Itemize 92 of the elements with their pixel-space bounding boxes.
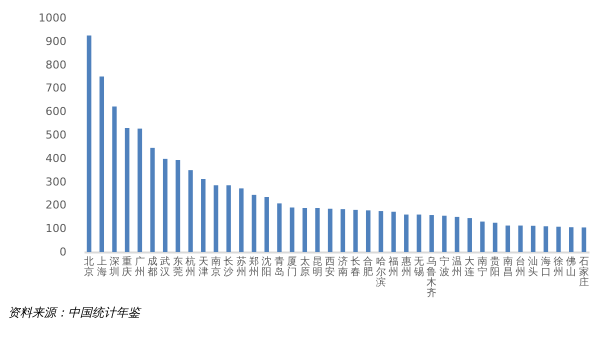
x-tick-label: 深圳 xyxy=(108,256,120,278)
x-tick-label: 台州 xyxy=(515,256,526,278)
x-tick-label: 济南 xyxy=(338,256,348,278)
x-tick-label: 上海 xyxy=(96,256,107,278)
x-tick-label: 贵阳 xyxy=(490,256,500,278)
bar xyxy=(480,222,485,252)
y-tick-label: 700 xyxy=(46,82,66,95)
bar xyxy=(252,194,256,252)
bar xyxy=(176,160,180,252)
x-tick-label: 南京 xyxy=(210,256,221,278)
bar xyxy=(277,203,282,252)
bar xyxy=(556,226,561,252)
x-tick-label: 沈阳 xyxy=(262,256,272,278)
x-tick-label: 大连 xyxy=(464,256,475,278)
bar xyxy=(429,215,434,252)
x-tick-label: 长春 xyxy=(350,256,361,278)
bar xyxy=(162,158,168,252)
bar xyxy=(454,216,460,252)
bar xyxy=(366,210,370,252)
bar xyxy=(302,208,308,252)
bar xyxy=(544,226,548,252)
bar xyxy=(404,214,409,252)
x-tick-label: 合肥 xyxy=(363,256,374,278)
bar xyxy=(214,185,218,252)
bar xyxy=(150,148,155,252)
x-tick-label: 天津 xyxy=(198,256,208,278)
y-tick-label: 1000 xyxy=(38,12,66,24)
x-tick-label: 昆明 xyxy=(312,256,322,278)
y-tick-label: 500 xyxy=(46,128,66,142)
bar xyxy=(264,197,269,252)
bar xyxy=(378,211,384,252)
y-tick-label: 600 xyxy=(46,105,66,118)
bar xyxy=(201,178,206,252)
x-tick-label: 北京 xyxy=(84,256,94,278)
bar xyxy=(467,218,472,252)
bar xyxy=(518,226,523,252)
bar xyxy=(506,226,510,252)
x-tick-label: 厦门 xyxy=(287,256,298,278)
x-tick-label: 苏州 xyxy=(236,256,246,278)
bar xyxy=(290,208,294,252)
x-tick-label: 无锡 xyxy=(412,256,424,278)
y-tick-label: 100 xyxy=(46,222,66,236)
bar xyxy=(568,227,574,252)
x-tick-label: 武汉 xyxy=(160,256,170,278)
bar xyxy=(353,210,358,252)
x-tick-label: 重庆 xyxy=(122,256,132,278)
y-tick-label: 200 xyxy=(46,198,66,212)
bar xyxy=(100,76,104,252)
bar xyxy=(124,128,130,252)
x-tick-label: 成都 xyxy=(148,256,158,278)
x-tick-label: 徐州 xyxy=(554,256,564,278)
bar xyxy=(138,128,142,252)
y-tick-label: 800 xyxy=(46,58,66,72)
bar xyxy=(492,222,498,252)
x-tick-label: 惠州 xyxy=(400,256,412,278)
bar xyxy=(239,188,244,252)
x-tick-label: 南宁 xyxy=(477,256,488,278)
bar xyxy=(530,226,536,252)
x-tick-label: 杭州 xyxy=(184,256,196,278)
x-tick-label: 佛山 xyxy=(566,256,576,278)
bar xyxy=(328,208,332,252)
x-tick-label: 乌鲁木齐 xyxy=(426,256,437,299)
bar xyxy=(86,36,92,252)
x-tick-label: 东莞 xyxy=(172,256,183,278)
y-tick-label: 400 xyxy=(46,152,66,165)
bar xyxy=(226,185,231,252)
bar xyxy=(442,216,447,252)
x-tick-label: 宁波 xyxy=(439,256,450,278)
x-tick-label: 太原 xyxy=(300,256,310,278)
x-tick-label: 西安 xyxy=(325,256,336,278)
text: 资料来源：中国统计年鉴 xyxy=(8,306,142,320)
bar xyxy=(112,106,117,252)
x-tick-label: 郑州 xyxy=(249,256,260,278)
bar xyxy=(188,170,193,252)
x-tick-label: 南昌 xyxy=(502,256,513,278)
x-tick-label: 汕头 xyxy=(528,256,538,278)
x-tick-label: 福州 xyxy=(388,256,399,278)
bar xyxy=(391,212,396,252)
y-tick-label: 0 xyxy=(60,246,66,258)
bar xyxy=(315,208,320,252)
x-tick-label: 温州 xyxy=(452,256,462,278)
bar xyxy=(340,209,346,252)
x-tick-label: 海口 xyxy=(540,256,551,278)
x-tick-label: 广州 xyxy=(134,256,145,278)
y-tick-label: 300 xyxy=(46,175,66,188)
bar xyxy=(416,214,422,252)
x-tick-label: 长沙 xyxy=(224,256,234,278)
x-tick-label: 青岛 xyxy=(274,256,284,278)
x-tick-label: 哈尔滨 xyxy=(376,256,386,288)
y-tick-label: 900 xyxy=(46,34,66,48)
x-tick-label: 石家庄 xyxy=(578,256,589,288)
bar xyxy=(582,227,586,252)
